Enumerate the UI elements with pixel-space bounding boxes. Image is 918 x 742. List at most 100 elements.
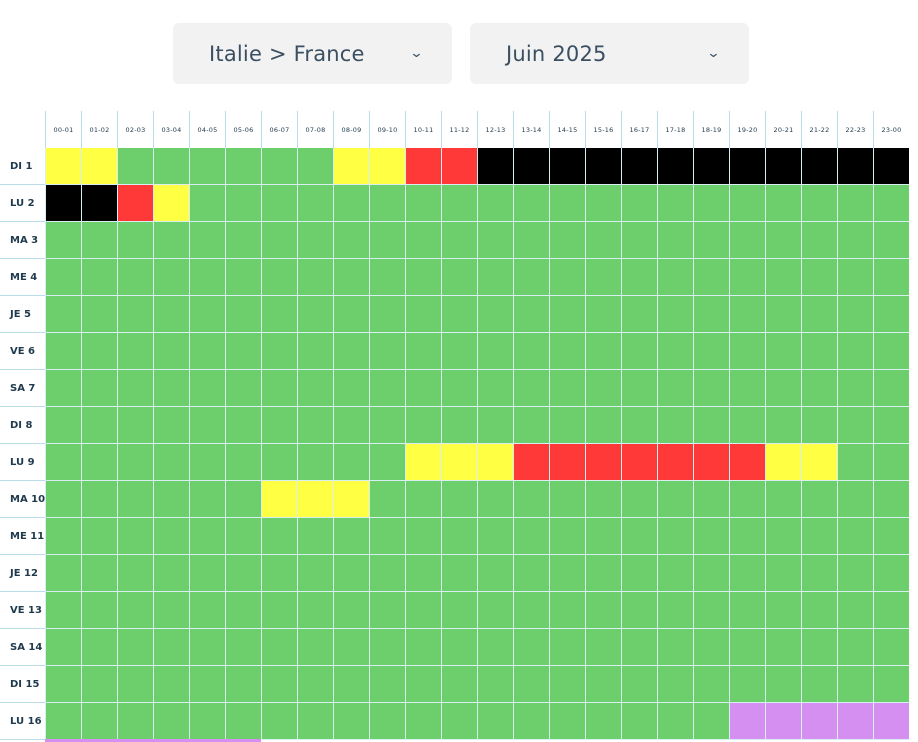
hour-cell[interactable] (549, 185, 585, 222)
hour-cell[interactable] (405, 407, 441, 444)
hour-cell[interactable] (477, 555, 513, 592)
hour-cell[interactable] (837, 222, 873, 259)
hour-cell[interactable] (369, 185, 405, 222)
hour-cell[interactable] (729, 481, 765, 518)
hour-cell[interactable] (261, 185, 297, 222)
hour-cell[interactable] (441, 666, 477, 703)
hour-cell[interactable] (513, 370, 549, 407)
hour-cell[interactable] (45, 518, 81, 555)
hour-cell[interactable] (81, 370, 117, 407)
hour-cell[interactable] (873, 185, 909, 222)
hour-cell[interactable] (369, 666, 405, 703)
hour-cell[interactable] (441, 148, 477, 185)
hour-cell[interactable] (477, 518, 513, 555)
hour-cell[interactable] (657, 481, 693, 518)
hour-cell[interactable] (45, 370, 81, 407)
hour-cell[interactable] (621, 555, 657, 592)
hour-cell[interactable] (621, 259, 657, 296)
hour-cell[interactable] (45, 259, 81, 296)
hour-cell[interactable] (117, 629, 153, 666)
hour-cell[interactable] (441, 370, 477, 407)
hour-cell[interactable] (837, 555, 873, 592)
hour-cell[interactable] (873, 555, 909, 592)
hour-cell[interactable] (801, 370, 837, 407)
hour-cell[interactable] (693, 703, 729, 740)
hour-cell[interactable] (873, 333, 909, 370)
hour-cell[interactable] (441, 481, 477, 518)
hour-cell[interactable] (297, 444, 333, 481)
hour-cell[interactable] (45, 148, 81, 185)
hour-cell[interactable] (513, 185, 549, 222)
hour-cell[interactable] (801, 703, 837, 740)
hour-cell[interactable] (369, 592, 405, 629)
hour-cell[interactable] (45, 666, 81, 703)
hour-cell[interactable] (81, 592, 117, 629)
hour-cell[interactable] (549, 703, 585, 740)
hour-cell[interactable] (477, 666, 513, 703)
hour-cell[interactable] (621, 296, 657, 333)
hour-cell[interactable] (189, 148, 225, 185)
hour-cell[interactable] (189, 407, 225, 444)
hour-cell[interactable] (621, 666, 657, 703)
hour-cell[interactable] (189, 333, 225, 370)
hour-cell[interactable] (405, 481, 441, 518)
hour-cell[interactable] (261, 222, 297, 259)
hour-cell[interactable] (117, 592, 153, 629)
hour-cell[interactable] (225, 222, 261, 259)
hour-cell[interactable] (765, 518, 801, 555)
hour-cell[interactable] (225, 518, 261, 555)
hour-cell[interactable] (81, 444, 117, 481)
hour-cell[interactable] (693, 592, 729, 629)
hour-cell[interactable] (117, 666, 153, 703)
hour-cell[interactable] (837, 481, 873, 518)
hour-cell[interactable] (585, 407, 621, 444)
hour-cell[interactable] (873, 444, 909, 481)
hour-cell[interactable] (333, 407, 369, 444)
hour-cell[interactable] (585, 666, 621, 703)
hour-cell[interactable] (369, 555, 405, 592)
hour-cell[interactable] (261, 481, 297, 518)
hour-cell[interactable] (801, 444, 837, 481)
hour-cell[interactable] (117, 370, 153, 407)
hour-cell[interactable] (225, 407, 261, 444)
hour-cell[interactable] (729, 370, 765, 407)
hour-cell[interactable] (117, 259, 153, 296)
hour-cell[interactable] (441, 518, 477, 555)
hour-cell[interactable] (117, 148, 153, 185)
hour-cell[interactable] (513, 555, 549, 592)
hour-cell[interactable] (117, 333, 153, 370)
hour-cell[interactable] (225, 259, 261, 296)
hour-cell[interactable] (873, 148, 909, 185)
hour-cell[interactable] (333, 259, 369, 296)
hour-cell[interactable] (765, 148, 801, 185)
hour-cell[interactable] (729, 518, 765, 555)
hour-cell[interactable] (405, 296, 441, 333)
hour-cell[interactable] (405, 333, 441, 370)
hour-cell[interactable] (81, 555, 117, 592)
hour-cell[interactable] (837, 518, 873, 555)
hour-cell[interactable] (549, 629, 585, 666)
hour-cell[interactable] (513, 518, 549, 555)
hour-cell[interactable] (729, 666, 765, 703)
hour-cell[interactable] (729, 629, 765, 666)
hour-cell[interactable] (693, 259, 729, 296)
hour-cell[interactable] (693, 629, 729, 666)
hour-cell[interactable] (153, 259, 189, 296)
hour-cell[interactable] (405, 259, 441, 296)
hour-cell[interactable] (513, 259, 549, 296)
hour-cell[interactable] (189, 185, 225, 222)
hour-cell[interactable] (189, 296, 225, 333)
hour-cell[interactable] (81, 222, 117, 259)
hour-cell[interactable] (837, 259, 873, 296)
hour-cell[interactable] (765, 333, 801, 370)
hour-cell[interactable] (621, 370, 657, 407)
hour-cell[interactable] (801, 592, 837, 629)
hour-cell[interactable] (333, 296, 369, 333)
hour-cell[interactable] (297, 296, 333, 333)
hour-cell[interactable] (369, 481, 405, 518)
hour-cell[interactable] (585, 333, 621, 370)
hour-cell[interactable] (81, 518, 117, 555)
hour-cell[interactable] (657, 148, 693, 185)
hour-cell[interactable] (405, 185, 441, 222)
hour-cell[interactable] (369, 222, 405, 259)
